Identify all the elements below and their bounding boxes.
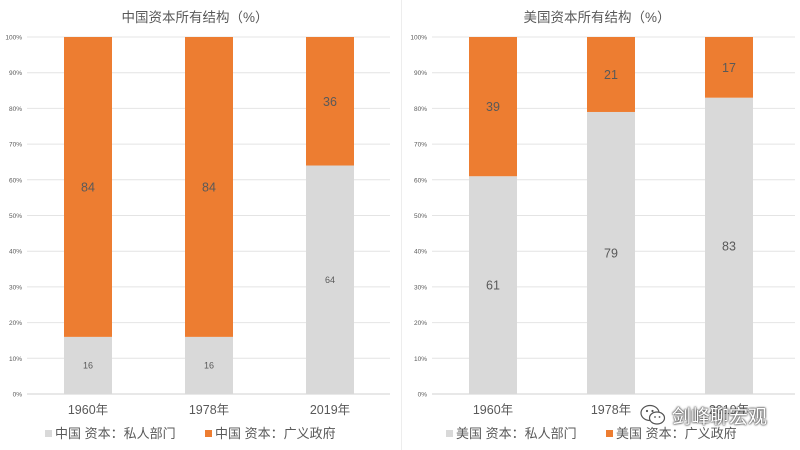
bar-segment-private	[469, 176, 517, 394]
watermark-text: 剑峰聊宏观	[672, 406, 768, 428]
data-label: 16	[83, 360, 93, 370]
y-tick-label: 30%	[414, 284, 427, 291]
y-tick-label: 70%	[9, 142, 22, 149]
y-tick-label: 20%	[414, 320, 427, 327]
bar-segment-private	[705, 97, 753, 394]
bar-segment-private	[64, 336, 112, 394]
legend-label: 中国 资本：广义政府	[215, 426, 336, 441]
data-label: 36	[323, 95, 337, 109]
x-tick-label: 2019年	[310, 403, 350, 417]
y-tick-label: 30%	[9, 284, 22, 291]
y-tick-label: 60%	[414, 177, 427, 184]
data-label: 21	[604, 68, 618, 82]
x-tick-label: 1960年	[68, 403, 108, 417]
data-label: 84	[81, 180, 95, 194]
bar-segment-government	[185, 37, 233, 337]
legend-swatch	[205, 430, 212, 437]
legend-swatch	[606, 430, 613, 437]
bar-segment-private	[587, 111, 635, 394]
y-tick-label: 20%	[9, 320, 22, 327]
bar-segment-private	[185, 336, 233, 394]
x-tick-label: 1960年	[473, 403, 513, 417]
y-tick-label: 100%	[410, 35, 427, 42]
data-label: 83	[722, 239, 736, 253]
y-tick-label: 50%	[414, 213, 427, 220]
bar-segment-government	[705, 37, 753, 98]
legend-label: 美国 资本：广义政府	[616, 426, 737, 441]
y-tick-label: 10%	[9, 356, 22, 363]
chart-title: 中国资本所有结构（%）	[121, 10, 268, 25]
y-tick-label: 60%	[9, 177, 22, 184]
watermark: 剑峰聊宏观	[640, 400, 767, 430]
data-label: 61	[486, 279, 500, 293]
data-label: 17	[722, 61, 736, 75]
data-label: 16	[204, 360, 214, 370]
bar-segment-government	[587, 37, 635, 112]
x-tick-label: 1978年	[591, 403, 631, 417]
y-tick-label: 70%	[414, 142, 427, 149]
y-tick-label: 90%	[9, 70, 22, 77]
wechat-icon	[640, 404, 666, 425]
y-tick-label: 100%	[5, 35, 22, 42]
panel-divider	[401, 0, 402, 450]
legend-label: 中国 资本：私人部门	[55, 426, 176, 441]
y-tick-label: 90%	[414, 70, 427, 77]
bar-segment-government	[469, 37, 517, 177]
bar-segment-private	[306, 165, 354, 394]
y-tick-label: 40%	[9, 249, 22, 256]
legend-label: 美国 资本：私人部门	[456, 426, 577, 441]
legend-swatch	[45, 430, 52, 437]
bar-segment-government	[306, 37, 354, 166]
y-tick-label: 50%	[9, 213, 22, 220]
data-label: 64	[325, 275, 335, 285]
y-tick-label: 10%	[414, 356, 427, 363]
data-label: 79	[604, 246, 618, 260]
y-tick-label: 80%	[414, 106, 427, 113]
legend-swatch	[446, 430, 453, 437]
y-tick-label: 0%	[13, 392, 23, 399]
chart-title: 美国资本所有结构（%）	[523, 10, 670, 25]
y-tick-label: 0%	[418, 392, 428, 399]
y-tick-label: 80%	[9, 106, 22, 113]
y-tick-label: 40%	[414, 249, 427, 256]
x-tick-label: 1978年	[189, 403, 229, 417]
bar-segment-government	[64, 37, 112, 337]
data-label: 39	[486, 100, 500, 114]
data-label: 84	[202, 180, 216, 194]
x-tick-label: 2019年	[709, 403, 749, 417]
